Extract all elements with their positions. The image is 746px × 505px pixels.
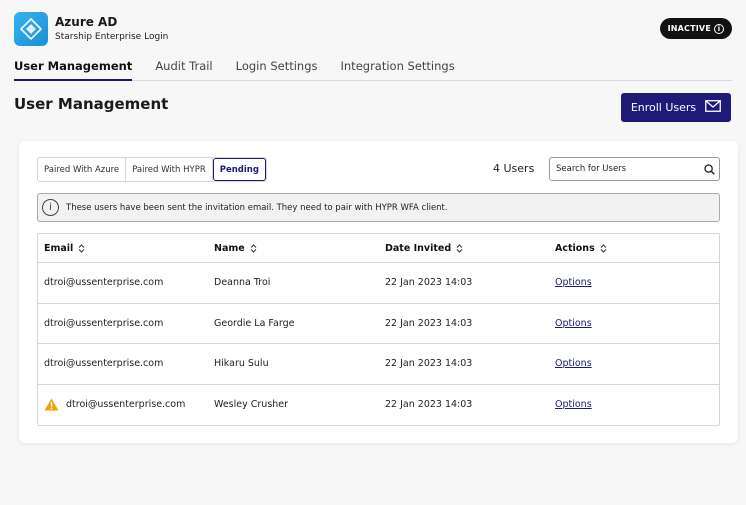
envelope-icon	[705, 100, 722, 115]
tab-user-management[interactable]: User Management	[14, 57, 133, 81]
tab-integration-settings[interactable]: Integration Settings	[340, 59, 455, 73]
table-row: dtroi@ussenterprise.com Geordie La Farge…	[38, 304, 719, 344]
status-badge[interactable]: INACTIVE i	[659, 18, 732, 39]
page-title: User Management	[14, 95, 169, 113]
table-header: Email Name Date Invited Actions	[38, 234, 719, 263]
options-link[interactable]: Options	[555, 277, 592, 289]
name-cell: Geordie La Farge	[214, 317, 295, 329]
enroll-users-button[interactable]: Enroll Users	[621, 93, 731, 122]
column-header-date-invited[interactable]: Date Invited	[379, 243, 549, 254]
options-link[interactable]: Options	[555, 358, 592, 370]
enroll-users-label: Enroll Users	[630, 101, 697, 114]
sort-icon	[456, 243, 463, 253]
column-label: Date Invited	[385, 242, 452, 254]
email-cell: dtroi@ussenterprise.com	[44, 317, 164, 329]
app-header: Azure AD Starship Enterprise Login	[14, 12, 168, 46]
email-cell: dtroi@ussenterprise.com	[44, 277, 164, 289]
date-cell: 22 Jan 2023 14:03	[385, 399, 473, 411]
email-cell: dtroi@ussenterprise.com	[44, 358, 164, 370]
warning-icon	[44, 398, 59, 411]
sort-icon	[250, 243, 257, 253]
column-label: Actions	[555, 242, 595, 254]
app-subtitle: Starship Enterprise Login	[55, 32, 169, 42]
column-header-email[interactable]: Email	[38, 243, 208, 254]
column-header-name[interactable]: Name	[208, 243, 379, 254]
filter-segmented-control: Paired With Azure Paired With HYPR Pendi…	[37, 157, 267, 182]
column-header-actions[interactable]: Actions	[549, 243, 719, 254]
info-notice: i These users have been sent the invitat…	[37, 193, 720, 222]
app-name: Azure AD	[55, 15, 118, 29]
sort-icon	[78, 243, 85, 253]
name-cell: Deanna Troi	[214, 277, 271, 289]
tab-login-settings[interactable]: Login Settings	[235, 59, 318, 73]
info-icon: i	[714, 23, 724, 34]
table-row: dtroi@ussenterprise.com Hikaru Sulu 22 J…	[38, 344, 719, 385]
options-link[interactable]: Options	[555, 317, 592, 329]
sort-icon	[600, 243, 607, 253]
filter-pending[interactable]: Pending	[212, 158, 266, 181]
filter-paired-with-azure[interactable]: Paired With Azure	[38, 158, 127, 181]
name-cell: Hikaru Sulu	[214, 358, 269, 370]
status-label: INACTIVE	[667, 24, 711, 33]
column-label: Name	[214, 242, 245, 254]
search-input[interactable]	[550, 164, 699, 174]
date-cell: 22 Jan 2023 14:03	[385, 358, 473, 370]
search-box	[549, 157, 720, 181]
azure-logo-icon	[14, 12, 48, 46]
date-cell: 22 Jan 2023 14:03	[385, 277, 473, 289]
tab-bar: User Management Audit Trail Login Settin…	[14, 57, 732, 81]
tab-audit-trail[interactable]: Audit Trail	[155, 59, 213, 73]
users-card: Paired With Azure Paired With HYPR Pendi…	[19, 141, 738, 443]
table-row: dtroi@ussenterprise.com Deanna Troi 22 J…	[38, 263, 719, 304]
user-count: 4 Users	[493, 162, 535, 175]
email-cell: dtroi@ussenterprise.com	[66, 399, 186, 411]
filter-paired-with-hypr[interactable]: Paired With HYPR	[126, 158, 213, 181]
notice-text: These users have been sent the invitatio…	[66, 202, 448, 213]
options-link[interactable]: Options	[555, 399, 592, 411]
table-row: dtroi@ussenterprise.com Wesley Crusher 2…	[38, 385, 719, 426]
column-label: Email	[44, 242, 74, 254]
date-cell: 22 Jan 2023 14:03	[385, 317, 473, 329]
name-cell: Wesley Crusher	[214, 399, 289, 411]
users-table: Email Name Date Invited Actions	[37, 233, 720, 426]
info-icon: i	[42, 199, 59, 216]
search-icon[interactable]	[699, 163, 719, 175]
